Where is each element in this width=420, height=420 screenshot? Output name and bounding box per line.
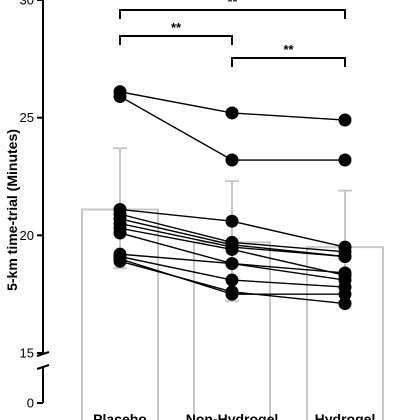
data-point [225, 106, 239, 120]
data-points-layer [113, 85, 352, 311]
y-tick-label-0: 0 [27, 396, 34, 411]
data-point [225, 257, 239, 271]
data-point [338, 153, 352, 167]
x-category-label-non-hydrogel: Non-Hydrogel [186, 411, 279, 420]
data-point [225, 273, 239, 287]
significance-label: ** [171, 20, 182, 35]
data-point [338, 297, 352, 311]
subject-line [119, 95, 345, 161]
significance-bracket [119, 35, 233, 45]
data-point [338, 250, 352, 264]
data-point [338, 113, 352, 127]
x-category-label-hydrogel: Hydrogel [315, 411, 376, 420]
significance-bracket [119, 9, 346, 19]
data-point [113, 89, 127, 103]
y-axis-title: 5-km time-trial (Minutes) [4, 129, 20, 291]
significance-brackets: ** ** ** [119, 0, 346, 67]
y-tick-label-25: 25 [20, 110, 34, 125]
data-point [113, 254, 127, 268]
significance-bracket [231, 57, 346, 67]
y-tick-label-20: 20 [20, 228, 34, 243]
data-point [338, 287, 352, 301]
data-point [225, 153, 239, 167]
y-tick-label-15: 15 [20, 346, 34, 361]
data-point [225, 285, 239, 299]
x-category-label-placebo: Placebo [93, 411, 147, 420]
significance-label: ** [283, 42, 294, 57]
axis-break-mark [36, 364, 50, 370]
y-axis: 0 15 20 25 30 Placebo Non-Hydrogel Hydrogel [20, 0, 376, 420]
data-point [225, 242, 239, 256]
y-tick-label-30: 30 [20, 0, 34, 8]
data-point [225, 214, 239, 228]
data-point [113, 226, 127, 240]
significance-label: ** [227, 0, 238, 9]
